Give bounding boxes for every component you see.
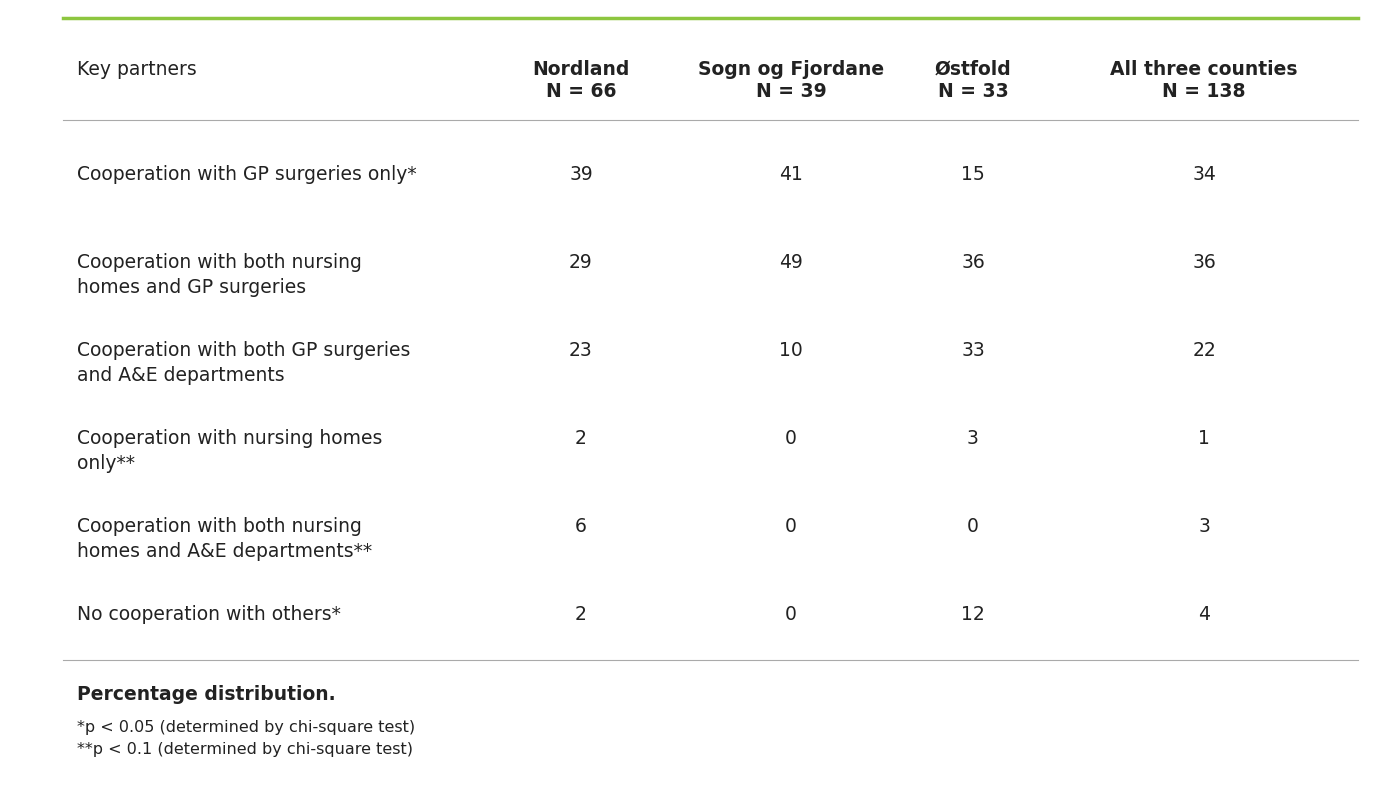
Text: 29: 29 <box>570 253 592 272</box>
Text: 2: 2 <box>575 605 587 624</box>
Text: 3: 3 <box>967 429 979 448</box>
Text: Percentage distribution.: Percentage distribution. <box>77 685 336 704</box>
Text: 1: 1 <box>1198 429 1210 448</box>
Text: 6: 6 <box>575 517 587 536</box>
Text: Cooperation with GP surgeries only*: Cooperation with GP surgeries only* <box>77 165 417 184</box>
Text: 15: 15 <box>962 165 984 184</box>
Text: **p < 0.1 (determined by chi-square test): **p < 0.1 (determined by chi-square test… <box>77 742 413 757</box>
Text: Cooperation with both GP surgeries
and A&E departments: Cooperation with both GP surgeries and A… <box>77 341 410 385</box>
Text: Key partners: Key partners <box>77 60 197 79</box>
Text: 0: 0 <box>785 517 797 536</box>
Text: 36: 36 <box>1193 253 1215 272</box>
Text: 39: 39 <box>570 165 592 184</box>
Text: Østfold
N = 33: Østfold N = 33 <box>935 60 1011 101</box>
Text: Cooperation with both nursing
homes and A&E departments**: Cooperation with both nursing homes and … <box>77 517 372 561</box>
Text: 0: 0 <box>785 605 797 624</box>
Text: 36: 36 <box>962 253 984 272</box>
Text: Cooperation with nursing homes
only**: Cooperation with nursing homes only** <box>77 429 382 473</box>
Text: 0: 0 <box>785 429 797 448</box>
Text: 2: 2 <box>575 429 587 448</box>
Text: Sogn og Fjordane
N = 39: Sogn og Fjordane N = 39 <box>699 60 883 101</box>
Text: 0: 0 <box>967 517 979 536</box>
Text: 10: 10 <box>780 341 802 360</box>
Text: 34: 34 <box>1191 165 1217 184</box>
Text: 33: 33 <box>962 341 984 360</box>
Text: Nordland
N = 66: Nordland N = 66 <box>532 60 630 101</box>
Text: 4: 4 <box>1198 605 1210 624</box>
Text: 22: 22 <box>1193 341 1215 360</box>
Text: 3: 3 <box>1198 517 1210 536</box>
Text: No cooperation with others*: No cooperation with others* <box>77 605 340 624</box>
Text: *p < 0.05 (determined by chi-square test): *p < 0.05 (determined by chi-square test… <box>77 720 416 735</box>
Text: 41: 41 <box>778 165 804 184</box>
Text: 49: 49 <box>778 253 804 272</box>
Text: All three counties
N = 138: All three counties N = 138 <box>1110 60 1298 101</box>
Text: 23: 23 <box>570 341 592 360</box>
Text: Cooperation with both nursing
homes and GP surgeries: Cooperation with both nursing homes and … <box>77 253 361 297</box>
Text: 12: 12 <box>962 605 984 624</box>
